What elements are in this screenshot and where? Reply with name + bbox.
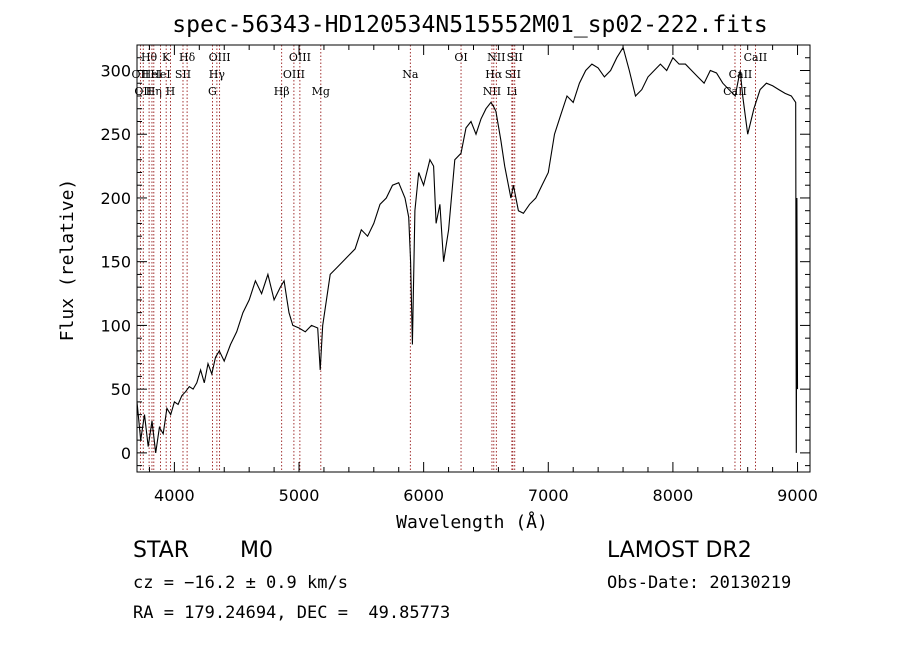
y-tick-label-6: 300 [100,61,131,80]
line-label-25: CaII [723,85,747,98]
redshift-readout: cz = −16.2 ± 0.9 km/s [133,573,348,593]
line-label-15: OIII [289,51,311,64]
y-tick-label-1: 50 [111,380,131,399]
object-class: STAR [133,538,190,563]
line-label-23: SII [505,68,521,81]
line-label-9: Hδ [179,51,196,64]
line-label-24: SII [507,51,523,64]
line-label-16: Mg [312,85,330,98]
x-tick-label-0: 4000 [154,486,195,505]
line-label-17: Na [402,68,419,81]
line-label-6: K [162,51,171,64]
line-label-14: OIII [283,68,305,81]
spectrum-line [136,46,799,453]
line-label-4: Hη [146,85,162,98]
x-tick-label-2: 6000 [403,486,444,505]
y-tick-label-5: 250 [100,125,131,144]
line-label-13: Hβ [274,85,290,98]
x-tick-label-5: 9000 [777,486,818,505]
line-label-18: OI [454,51,467,64]
plot-frame [136,44,811,473]
coordinates-readout: RA = 179.24694, DEC = 49.85773 [133,603,451,623]
line-label-10: G [208,85,217,98]
y-axis-label: Flux (relative) [57,179,78,342]
y-tick-label-4: 200 [100,189,131,208]
line-label-12: OIII [209,51,231,64]
survey-name: LAMOST DR2 [607,538,752,563]
x-axis: 4000 5000 6000 7000 8000 9000 [148,45,818,505]
line-label-27: CaII [744,51,768,64]
x-tick-label-4: 8000 [653,486,694,505]
line-label-2: Hθ [141,51,158,64]
line-label-20: Hα [485,68,503,81]
y-tick-label-2: 100 [100,316,131,335]
line-label-5: HeI [150,68,170,81]
line-label-22: Li [506,85,517,98]
y-tick-label-3: 150 [100,253,131,272]
line-label-3: HeI [142,68,162,81]
line-label-8: SII [175,68,191,81]
x-tick-label-1: 5000 [279,486,320,505]
chart-title: spec-56343-HD120534N515552M01_sp02-222.f… [172,12,767,38]
y-tick-label-0: 0 [121,444,131,463]
line-label-1: OII [134,85,152,98]
line-label-19: NII [483,85,501,98]
emission-line-markers: OIIOIIHθHeIHηHeIKHSIIHδGHγOIIIHβOIIIOIII… [132,45,768,472]
observation-date: Obs-Date: 20130219 [607,573,792,593]
x-axis-label: Wavelength (Å) [396,511,548,533]
x-tick-label-3: 7000 [528,486,569,505]
line-label-7: H [166,85,176,98]
line-label-0: OII [132,68,150,81]
spectral-subclass: M0 [240,538,273,563]
line-label-21: NII [487,51,505,64]
line-label-11: Hγ [209,68,226,81]
y-axis: 0 50 100 150 200 250 300 [100,57,810,467]
